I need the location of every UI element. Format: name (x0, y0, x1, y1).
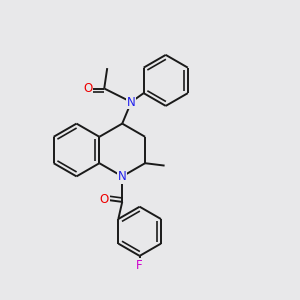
Text: O: O (83, 82, 92, 95)
Text: N: N (118, 170, 127, 183)
Text: N: N (127, 95, 136, 109)
Text: F: F (136, 259, 143, 272)
Text: O: O (100, 193, 109, 206)
